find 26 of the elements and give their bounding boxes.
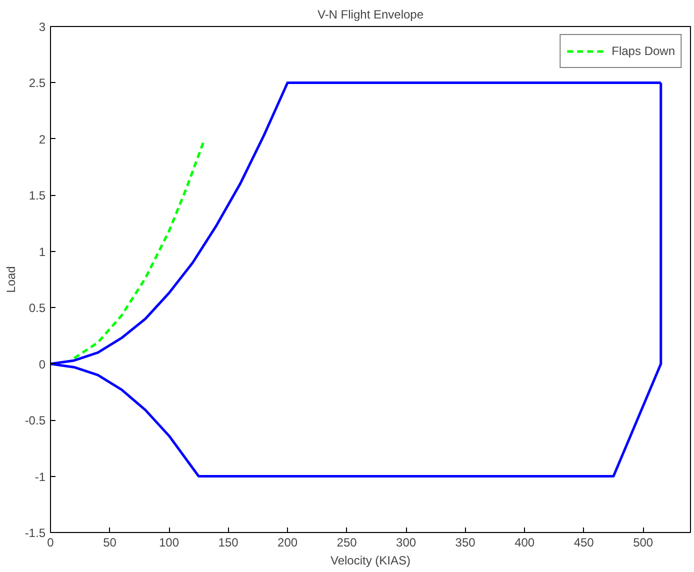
y-tick-label: -0.5: [24, 414, 46, 428]
chart-title: V-N Flight Envelope: [317, 8, 424, 22]
x-tick-label: 300: [396, 536, 416, 550]
line-series: [72, 138, 206, 360]
x-tick-label: 200: [278, 536, 298, 550]
x-axis-title: Velocity (KIAS): [330, 554, 411, 568]
x-tick-label: 250: [336, 536, 358, 550]
y-tick-label: 2: [38, 132, 46, 146]
x-tick-label: 350: [455, 536, 476, 550]
y-tick-label: 1.5: [28, 188, 46, 203]
x-tick-label: 50: [103, 536, 117, 550]
y-axis-title: Load: [4, 266, 18, 293]
y-tick-label: 2.5: [28, 76, 46, 90]
y-tick-label: 1: [38, 244, 46, 259]
x-tick-label: 450: [574, 536, 594, 550]
x-tick-label: 0: [47, 536, 54, 550]
y-tick-label: -1.5: [24, 526, 46, 540]
y-tick-label: 0: [38, 357, 46, 372]
x-tick-label: 150: [218, 536, 239, 550]
y-tick-label: -1: [34, 470, 46, 484]
x-tick-label: 500: [633, 536, 654, 550]
y-tick-label: 0.5: [28, 301, 46, 316]
x-tick-label: 400: [514, 536, 535, 550]
x-tick-label: 100: [159, 536, 180, 550]
y-tick-label: 3: [38, 20, 46, 34]
legend-label: Flaps Down: [612, 44, 675, 58]
